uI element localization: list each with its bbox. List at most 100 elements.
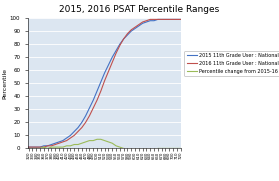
2015 11th Grade User : National: (530, 64): National: (530, 64) [107,64,110,66]
2016 11th Grade User : National: (540, 66): National: (540, 66) [110,61,114,64]
Percentile change from 2015-16 [31,147,34,150]
Percentile change from 2015-16 [65,145,68,147]
Percentile change from 2015-16 [156,147,160,150]
2016 11th Grade User : National: (550, 73): National: (550, 73) [114,52,118,54]
Percentile change from 2015-16 [148,149,152,151]
Percentile change from 2015-16 [99,138,102,140]
2015 11th Grade User : National: (650, 98): National: (650, 98) [152,20,156,22]
2015 11th Grade User : National: (510, 51): National: (510, 51) [99,81,102,83]
2015 11th Grade User : National: (490, 37): National: (490, 37) [92,99,95,101]
2015 11th Grade User : National: (680, 99): National: (680, 99) [164,18,167,20]
Percentile change from 2015-16 [80,142,83,144]
Percentile change from 2015-16 [50,146,53,148]
2016 11th Grade User : National: (350, 1): National: (350, 1) [39,146,42,148]
2015 11th Grade User : National: (360, 2): National: (360, 2) [42,145,45,147]
2015 11th Grade User : National: (340, 1): National: (340, 1) [35,146,38,148]
2015 11th Grade User : National: (550, 75): National: (550, 75) [114,50,118,52]
Percentile change from 2015-16 [88,140,91,142]
Percentile change from 2015-16 [114,145,118,147]
Percentile change from 2015-16 [57,146,61,148]
2015 11th Grade User : National: (420, 8): National: (420, 8) [65,137,68,139]
2016 11th Grade User : National: (710, 99): National: (710, 99) [175,18,179,20]
2016 11th Grade User : National: (360, 1): National: (360, 1) [42,146,45,148]
Line: Percentile change from 2015-16: Percentile change from 2015-16 [29,139,181,150]
2015 11th Grade User : National: (640, 98): National: (640, 98) [148,20,152,22]
2015 11th Grade User : National: (400, 5): National: (400, 5) [57,141,61,143]
2015 11th Grade User : National: (450, 16): National: (450, 16) [76,127,80,129]
2015 11th Grade User : National: (350, 1): National: (350, 1) [39,146,42,148]
2016 11th Grade User : National: (370, 2): National: (370, 2) [46,145,49,147]
2015 11th Grade User : National: (470, 25): National: (470, 25) [84,115,87,117]
2016 11th Grade User : National: (400, 4): National: (400, 4) [57,142,61,144]
2016 11th Grade User : National: (490, 31): National: (490, 31) [92,107,95,109]
2015 11th Grade User : National: (460, 20): National: (460, 20) [80,121,83,123]
2015 11th Grade User : National: (670, 99): National: (670, 99) [160,18,163,20]
Percentile change from 2015-16 [35,147,38,150]
Line: 2016 11th Grade User : National: 2016 11th Grade User : National [29,19,181,147]
2016 11th Grade User : National: (500, 37): National: (500, 37) [95,99,99,101]
Percentile change from 2015-16 [171,147,175,150]
2015 11th Grade User : National: (700, 99): National: (700, 99) [171,18,175,20]
2016 11th Grade User : National: (330, 1): National: (330, 1) [31,146,34,148]
Percentile change from 2015-16 [118,146,121,148]
Percentile change from 2015-16 [95,138,99,140]
Line: 2015 11th Grade User : National: 2015 11th Grade User : National [29,19,181,147]
Percentile change from 2015-16 [39,147,42,150]
Percentile change from 2015-16 [126,149,129,151]
2015 11th Grade User : National: (430, 10): National: (430, 10) [69,134,72,136]
Percentile change from 2015-16 [73,143,76,146]
Percentile change from 2015-16 [160,147,163,150]
Percentile change from 2015-16 [133,149,137,151]
Percentile change from 2015-16 [122,147,125,150]
Y-axis label: Percentile: Percentile [2,68,7,99]
Percentile change from 2015-16 [76,143,80,146]
Percentile change from 2015-16 [167,147,171,150]
2015 11th Grade User : National: (660, 99): National: (660, 99) [156,18,160,20]
2015 11th Grade User : National: (480, 31): National: (480, 31) [88,107,91,109]
2016 11th Grade User : National: (510, 44): National: (510, 44) [99,90,102,92]
Percentile change from 2015-16 [137,149,141,151]
Percentile change from 2015-16 [69,145,72,147]
2015 11th Grade User : National: (410, 6): National: (410, 6) [61,140,64,142]
2016 11th Grade User : National: (720, 99): National: (720, 99) [179,18,182,20]
2016 11th Grade User : National: (680, 99): National: (680, 99) [164,18,167,20]
Text: 2015, 2016 PSAT Percentile Ranges: 2015, 2016 PSAT Percentile Ranges [59,5,220,14]
2016 11th Grade User : National: (460, 16): National: (460, 16) [80,127,83,129]
Percentile change from 2015-16 [42,146,45,148]
Legend: 2015 11th Grade User : National, 2016 11th Grade User : National, Percentile cha: 2015 11th Grade User : National, 2016 11… [184,51,279,76]
2016 11th Grade User : National: (590, 91): National: (590, 91) [129,29,133,31]
2016 11th Grade User : National: (390, 3): National: (390, 3) [54,143,57,146]
Percentile change from 2015-16 [84,141,87,143]
2016 11th Grade User : National: (420, 6): National: (420, 6) [65,140,68,142]
2016 11th Grade User : National: (640, 99): National: (640, 99) [148,18,152,20]
2015 11th Grade User : National: (620, 96): National: (620, 96) [141,22,144,24]
2015 11th Grade User : National: (370, 2): National: (370, 2) [46,145,49,147]
2016 11th Grade User : National: (430, 8): National: (430, 8) [69,137,72,139]
2015 11th Grade User : National: (590, 90): National: (590, 90) [129,30,133,32]
2016 11th Grade User : National: (620, 97): National: (620, 97) [141,21,144,23]
2016 11th Grade User : National: (560, 79): National: (560, 79) [118,44,121,47]
Percentile change from 2015-16 [110,142,114,144]
2015 11th Grade User : National: (600, 92): National: (600, 92) [133,28,137,30]
2015 11th Grade User : National: (440, 13): National: (440, 13) [73,130,76,132]
2016 11th Grade User : National: (700, 99): National: (700, 99) [171,18,175,20]
2015 11th Grade User : National: (540, 70): National: (540, 70) [110,56,114,58]
2016 11th Grade User : National: (570, 84): National: (570, 84) [122,38,125,40]
2015 11th Grade User : National: (390, 4): National: (390, 4) [54,142,57,144]
2016 11th Grade User : National: (580, 88): National: (580, 88) [126,33,129,35]
Percentile change from 2015-16 [152,149,156,151]
2016 11th Grade User : National: (690, 99): National: (690, 99) [167,18,171,20]
Percentile change from 2015-16 [164,147,167,150]
2016 11th Grade User : National: (320, 1): National: (320, 1) [27,146,30,148]
Percentile change from 2015-16 [27,147,30,150]
2015 11th Grade User : National: (610, 94): National: (610, 94) [137,25,141,27]
2016 11th Grade User : National: (650, 99): National: (650, 99) [152,18,156,20]
2015 11th Grade User : National: (320, 1): National: (320, 1) [27,146,30,148]
2016 11th Grade User : National: (600, 93): National: (600, 93) [133,26,137,28]
2016 11th Grade User : National: (450, 13): National: (450, 13) [76,130,80,132]
2016 11th Grade User : National: (630, 98): National: (630, 98) [145,20,148,22]
2015 11th Grade User : National: (630, 97): National: (630, 97) [145,21,148,23]
2016 11th Grade User : National: (480, 25): National: (480, 25) [88,115,91,117]
Percentile change from 2015-16 [107,141,110,143]
2015 11th Grade User : National: (520, 58): National: (520, 58) [103,72,106,74]
